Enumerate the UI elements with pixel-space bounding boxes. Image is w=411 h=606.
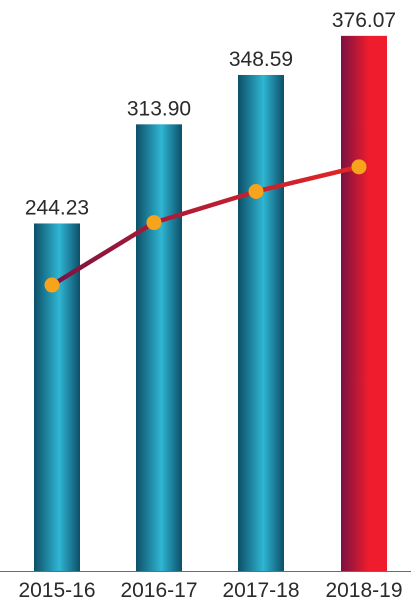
x-tick-2017-18: 2017-18: [222, 579, 299, 602]
value-label-2018-19: 376.07: [332, 9, 396, 32]
bars-group: [34, 35, 387, 572]
trend-marker-2015-16: [44, 277, 60, 293]
x-tick-2018-19: 2018-19: [325, 579, 402, 602]
bar-2017-18: [238, 74, 284, 571]
x-tick-2015-16: 2015-16: [18, 579, 95, 602]
bar-2015-16: [34, 223, 80, 572]
trend-marker-2017-18: [248, 183, 264, 199]
trend-markers-group: [44, 159, 367, 293]
x-tick-labels-group: 2015-16 2016-17 2017-18 2018-19: [18, 579, 402, 602]
bar-2016-17: [136, 124, 182, 572]
trend-line: [49, 164, 362, 288]
value-label-2015-16: 244.23: [25, 196, 89, 219]
trend-marker-2016-17: [146, 215, 162, 231]
trend-marker-2018-19: [351, 159, 367, 175]
value-labels-group: 244.23 313.90 348.59 376.07: [25, 9, 396, 220]
x-tick-2016-17: 2016-17: [120, 579, 197, 602]
trend-line-group: [49, 164, 362, 288]
bar-2018-19: [341, 35, 387, 572]
value-label-2017-18: 348.59: [229, 48, 293, 71]
value-label-2016-17: 313.90: [127, 97, 191, 120]
